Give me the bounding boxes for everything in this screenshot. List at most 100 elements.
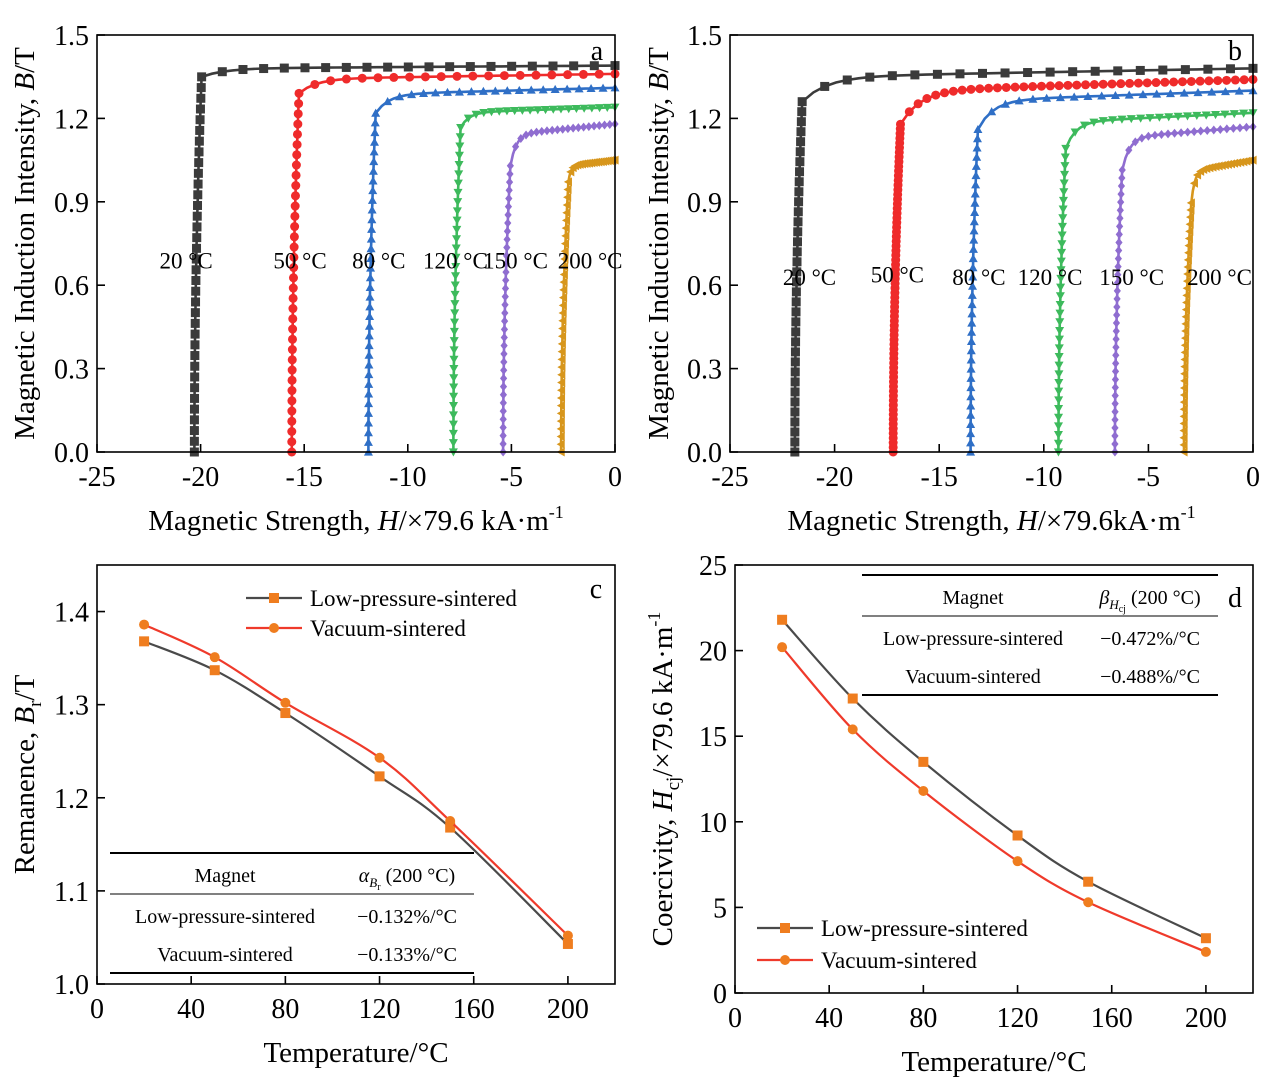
data-point <box>966 84 976 94</box>
data-point <box>374 752 385 763</box>
data-point <box>1145 114 1155 123</box>
data-point <box>795 157 805 167</box>
series-1 <box>139 619 573 941</box>
y-tick-label: 1.3 <box>54 691 89 722</box>
data-point <box>190 383 200 393</box>
data-point <box>790 397 800 407</box>
data-point <box>197 72 207 82</box>
data-point <box>558 293 568 303</box>
plot-frame <box>96 564 616 985</box>
temperature-label: 50 °C <box>871 262 924 287</box>
data-point <box>556 408 565 418</box>
data-point <box>192 243 202 253</box>
data-point <box>503 234 511 244</box>
data-point <box>1056 266 1066 275</box>
data-point <box>452 71 462 81</box>
data-point <box>548 125 556 135</box>
data-point <box>471 110 481 119</box>
x-tick-label: -15 <box>921 462 958 493</box>
data-point <box>1057 240 1067 249</box>
x-tick-label: 0 <box>608 462 622 493</box>
data-point <box>563 177 572 187</box>
label-part: /×79.6kA·m <box>1038 505 1181 537</box>
data-point <box>970 207 980 216</box>
data-point <box>419 88 429 97</box>
data-point <box>1190 127 1198 137</box>
y-tick-label: 0.0 <box>687 438 722 469</box>
data-point <box>1081 80 1091 90</box>
data-point <box>1179 383 1189 393</box>
data-point <box>1056 274 1066 284</box>
data-point <box>865 72 875 82</box>
data-point <box>966 410 976 419</box>
data-point <box>194 136 204 146</box>
data-point <box>1111 431 1119 441</box>
data-point <box>1057 222 1067 231</box>
y-tick-label: 0.3 <box>687 355 722 386</box>
data-point <box>887 71 897 81</box>
label-part: Magnetic Strength, <box>148 505 378 537</box>
data-point <box>1184 127 1192 137</box>
data-point <box>290 222 300 232</box>
data-point <box>364 340 374 350</box>
data-point <box>405 72 415 82</box>
data-point <box>364 350 374 359</box>
data-point <box>538 126 546 136</box>
data-point <box>975 84 985 94</box>
data-point <box>291 170 301 180</box>
data-point <box>795 147 805 157</box>
data-point <box>1183 269 1192 279</box>
table-header-magnet: Magnet <box>942 587 1004 609</box>
data-point <box>478 86 488 95</box>
data-point <box>1222 75 1232 85</box>
data-point <box>501 292 509 302</box>
y-tick-label: 10 <box>699 808 727 839</box>
data-point <box>556 393 566 403</box>
panel-label: c <box>590 574 602 605</box>
data-point <box>571 104 581 114</box>
data-point <box>562 930 573 941</box>
x-tick-label: 0 <box>728 1003 742 1034</box>
data-point <box>1182 290 1191 300</box>
x-tick-label: -20 <box>182 462 219 493</box>
data-point <box>527 128 535 138</box>
data-point <box>966 429 976 438</box>
data-point <box>971 161 981 170</box>
data-point <box>796 137 806 147</box>
data-point <box>364 321 374 330</box>
data-point <box>450 281 460 290</box>
data-point <box>500 357 508 367</box>
data-point <box>502 251 511 261</box>
table-cell-magnet: Vacuum-sintered <box>905 666 1041 688</box>
data-point <box>1111 423 1119 433</box>
data-point <box>548 105 558 114</box>
data-point <box>193 190 203 200</box>
data-point <box>189 415 199 425</box>
data-point <box>1179 440 1188 450</box>
data-point <box>790 377 800 387</box>
data-point <box>558 308 567 318</box>
data-point <box>506 169 514 179</box>
label-part: (200 °C) <box>1126 587 1201 609</box>
data-point <box>1055 318 1065 327</box>
data-point <box>453 198 463 207</box>
data-point <box>369 137 379 146</box>
data-point <box>1112 350 1120 360</box>
data-point <box>558 323 567 333</box>
data-point <box>1152 89 1162 98</box>
data-point <box>449 364 459 374</box>
data-point <box>500 365 508 375</box>
data-point <box>913 99 923 109</box>
data-point <box>1117 181 1126 191</box>
data-point <box>484 71 494 81</box>
data-point <box>1239 75 1249 85</box>
data-point <box>490 86 500 95</box>
series-5 <box>1179 155 1257 457</box>
data-point <box>370 118 380 127</box>
data-point <box>527 61 537 71</box>
data-point <box>363 418 373 427</box>
data-point <box>940 88 950 98</box>
series-0 <box>139 636 573 949</box>
label-part: -1 <box>644 612 664 627</box>
